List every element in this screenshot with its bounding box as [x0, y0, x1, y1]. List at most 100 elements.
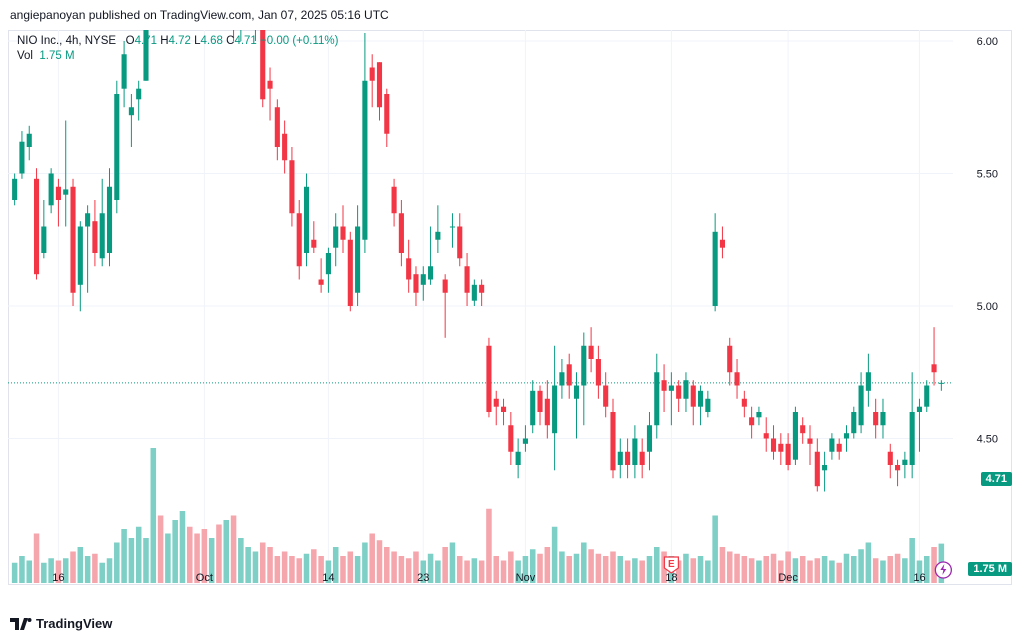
volume-bar [617, 556, 624, 583]
open-label: O [125, 35, 135, 47]
candle-body [340, 226, 346, 240]
candle-body [398, 213, 404, 253]
volume-bar [931, 547, 937, 583]
price-axis: 4.505.005.506.006.507.007.508.00 [977, 36, 998, 446]
candle-body [690, 385, 696, 407]
volume-bar [223, 520, 230, 583]
volume-bar [894, 553, 901, 583]
volume-bar [325, 560, 332, 583]
candle-body [873, 412, 879, 426]
volume-bar [770, 553, 777, 583]
volume-bar [493, 556, 500, 583]
volume-bar [62, 558, 69, 583]
volume-bar [566, 556, 572, 583]
volume-bar [756, 560, 762, 583]
volume-bar [187, 526, 193, 583]
candle-body [858, 385, 864, 426]
volume-bar [369, 533, 375, 583]
volume-bar [646, 556, 653, 583]
candle-body [931, 364, 937, 373]
volume-bar [464, 560, 470, 583]
candle-body [55, 186, 61, 200]
volume-bar [143, 538, 149, 583]
candle-body [63, 189, 69, 195]
candle-body [668, 385, 674, 391]
volume-bar [785, 551, 791, 583]
volume-bar [238, 538, 244, 583]
candle-body [12, 178, 18, 200]
candle-body [289, 160, 295, 214]
candle-body [530, 390, 536, 426]
lightning-icon-bolt [940, 564, 947, 575]
volume-bar [33, 533, 40, 583]
candle-body [610, 412, 616, 471]
volume-bar [70, 551, 76, 583]
volume-bar [48, 558, 54, 583]
candle-body [603, 385, 609, 407]
volume-badge: 1.75 M [968, 562, 1012, 576]
volume-bar [712, 515, 718, 583]
last-price-badge: 4.71 [980, 472, 1012, 486]
volume-bar [456, 556, 463, 583]
candle-body [851, 412, 857, 434]
price-tick-label: 5.50 [977, 169, 998, 181]
volume-bar [741, 556, 748, 583]
candle-body [384, 94, 390, 134]
candle-body [77, 226, 83, 285]
volume-bar [763, 556, 769, 583]
lightning-icon [934, 561, 953, 579]
symbol-label[interactable]: NIO Inc., 4h, NYSE [17, 35, 117, 47]
volume-bar [880, 560, 886, 583]
candle-body [522, 438, 528, 444]
candle-body [435, 231, 441, 240]
candle-body [376, 62, 383, 108]
volume-bar [384, 547, 390, 583]
candle-body [442, 279, 448, 293]
volume-bar [157, 515, 164, 583]
footer-branding: TradingView [10, 616, 112, 631]
candle-body [800, 425, 806, 434]
candle-body [770, 438, 777, 452]
candle-body [99, 213, 105, 259]
candle-body [909, 412, 915, 465]
volume-bar [427, 553, 434, 583]
candle-body [763, 433, 769, 439]
candle-body [785, 443, 791, 465]
brand-name[interactable]: TradingView [36, 616, 113, 631]
candle-body [566, 364, 572, 386]
volume-bar [362, 542, 368, 583]
candle-body [559, 372, 565, 386]
published-header: angiepanoyan published on TradingView.co… [10, 8, 389, 22]
volume-bar [471, 558, 478, 583]
candle-body [778, 443, 784, 452]
candle-body [537, 390, 543, 412]
volume-bar [121, 529, 127, 583]
candle-body [464, 266, 470, 293]
volume-bar [602, 556, 609, 583]
high-value: 4.72 [168, 35, 191, 47]
candle-body [493, 398, 499, 407]
candle-body [698, 390, 704, 407]
volume-bar [675, 560, 682, 583]
volume-bar [405, 558, 412, 583]
volume-bar [515, 560, 521, 583]
volume-bar [267, 547, 273, 583]
volume-bar [194, 533, 200, 583]
candle-body [26, 133, 32, 147]
volume-bar [595, 553, 602, 583]
volume-bar [734, 553, 740, 583]
candle-body [479, 284, 485, 293]
candle-body [391, 186, 397, 214]
volume-bar [923, 556, 930, 583]
price-chart[interactable]: E 4.505.005.506.006.507.007.508.00 16Oct… [8, 30, 1012, 585]
candle-body [829, 438, 835, 452]
volume-bar [500, 560, 507, 583]
volume-bar [887, 556, 894, 583]
volume-bar [478, 560, 485, 583]
price-tick-label: 6.00 [977, 36, 998, 48]
volume-bar [442, 547, 448, 583]
time-tick-label: 23 [417, 572, 429, 584]
candle-body [683, 380, 689, 399]
volume-bar [705, 560, 711, 583]
time-tick-label: 16 [913, 572, 925, 584]
